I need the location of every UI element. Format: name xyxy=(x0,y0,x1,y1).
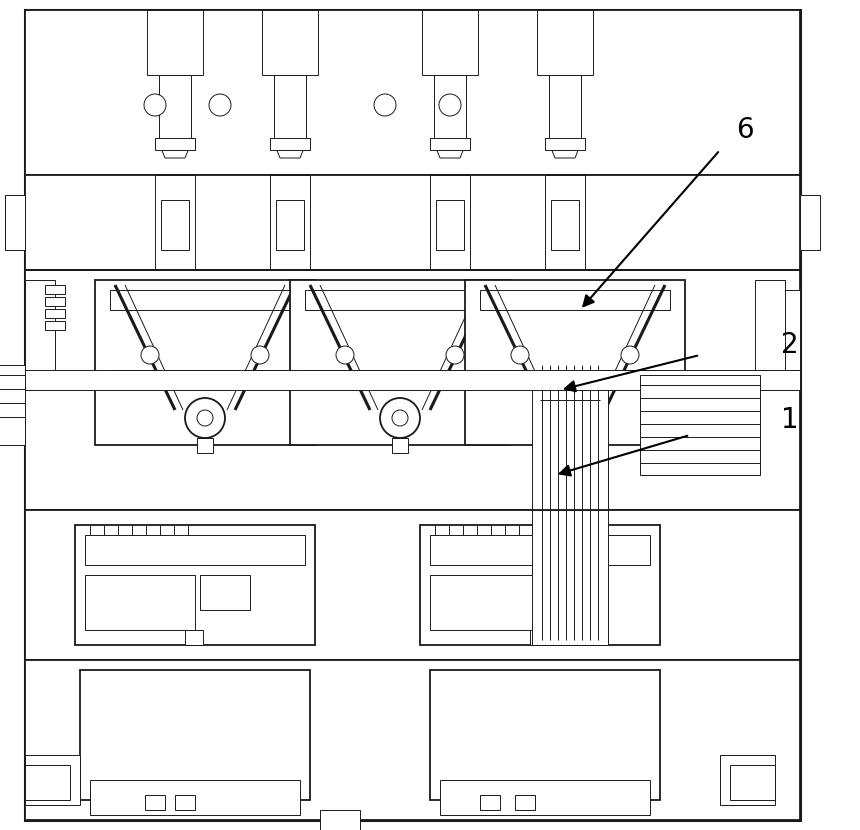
Bar xyxy=(480,795,500,810)
Bar xyxy=(85,535,305,565)
Bar xyxy=(430,575,540,630)
Bar xyxy=(392,438,408,453)
Bar xyxy=(25,270,800,510)
Bar xyxy=(545,138,585,150)
Bar xyxy=(549,75,581,143)
Bar xyxy=(159,75,191,143)
Circle shape xyxy=(511,346,529,364)
Bar xyxy=(320,810,360,830)
Bar xyxy=(430,535,650,565)
Bar xyxy=(270,175,310,270)
Circle shape xyxy=(380,398,420,438)
Bar xyxy=(436,200,464,250)
Bar xyxy=(276,200,304,250)
Bar xyxy=(262,10,318,75)
Bar xyxy=(25,755,80,805)
Bar xyxy=(270,138,310,150)
Circle shape xyxy=(392,410,408,426)
Bar xyxy=(161,200,189,250)
Bar xyxy=(537,10,593,75)
Circle shape xyxy=(336,346,354,364)
Bar xyxy=(25,660,800,820)
Bar xyxy=(147,10,203,75)
Circle shape xyxy=(251,346,269,364)
Bar xyxy=(420,525,660,645)
Bar xyxy=(730,765,775,800)
Circle shape xyxy=(555,398,595,438)
Bar xyxy=(0,365,25,445)
Bar xyxy=(197,438,213,453)
Bar xyxy=(755,280,785,375)
Bar xyxy=(720,755,775,805)
Circle shape xyxy=(197,410,213,426)
Bar xyxy=(110,290,300,310)
Circle shape xyxy=(374,94,396,116)
Polygon shape xyxy=(274,143,306,158)
Bar xyxy=(95,280,315,445)
Bar xyxy=(465,280,685,445)
Bar xyxy=(25,290,45,370)
Bar xyxy=(80,670,310,800)
Bar xyxy=(155,138,195,150)
Bar xyxy=(45,309,65,318)
Polygon shape xyxy=(434,143,466,158)
Bar xyxy=(434,75,466,143)
Bar xyxy=(45,321,65,330)
Bar xyxy=(480,290,670,310)
Text: 6: 6 xyxy=(736,116,754,144)
Bar xyxy=(305,290,495,310)
Bar xyxy=(25,765,70,800)
Bar xyxy=(200,575,250,610)
Bar xyxy=(90,780,300,815)
Circle shape xyxy=(141,346,159,364)
Circle shape xyxy=(185,398,225,438)
Circle shape xyxy=(446,346,464,364)
Bar xyxy=(155,175,195,270)
Bar xyxy=(532,510,608,645)
Bar xyxy=(430,670,660,800)
Bar xyxy=(640,375,760,475)
Bar xyxy=(25,510,800,660)
Bar xyxy=(5,195,25,250)
Text: 2: 2 xyxy=(781,331,799,359)
Circle shape xyxy=(209,94,231,116)
Bar xyxy=(274,75,306,143)
Polygon shape xyxy=(159,143,191,158)
Bar xyxy=(532,370,608,590)
Text: 1: 1 xyxy=(781,406,799,434)
Bar xyxy=(75,525,315,645)
Polygon shape xyxy=(549,143,581,158)
Bar xyxy=(25,280,55,375)
Bar xyxy=(25,175,800,270)
Bar xyxy=(45,297,65,306)
Bar xyxy=(440,780,650,815)
Circle shape xyxy=(621,346,639,364)
Bar xyxy=(145,795,165,810)
Circle shape xyxy=(144,94,166,116)
Bar xyxy=(800,195,820,250)
Bar xyxy=(545,575,595,610)
Bar xyxy=(545,175,585,270)
Bar xyxy=(780,290,800,370)
Bar xyxy=(567,438,583,453)
Bar xyxy=(551,200,579,250)
Circle shape xyxy=(567,410,583,426)
Bar xyxy=(515,795,535,810)
Bar xyxy=(422,10,478,75)
Bar xyxy=(430,138,470,150)
Bar xyxy=(290,280,510,445)
Bar xyxy=(85,575,195,630)
Bar xyxy=(25,10,800,175)
Bar xyxy=(185,630,203,645)
Bar xyxy=(45,285,65,294)
Bar xyxy=(530,630,548,645)
Bar xyxy=(430,175,470,270)
Bar xyxy=(175,795,195,810)
Circle shape xyxy=(439,94,461,116)
Bar xyxy=(25,370,800,390)
